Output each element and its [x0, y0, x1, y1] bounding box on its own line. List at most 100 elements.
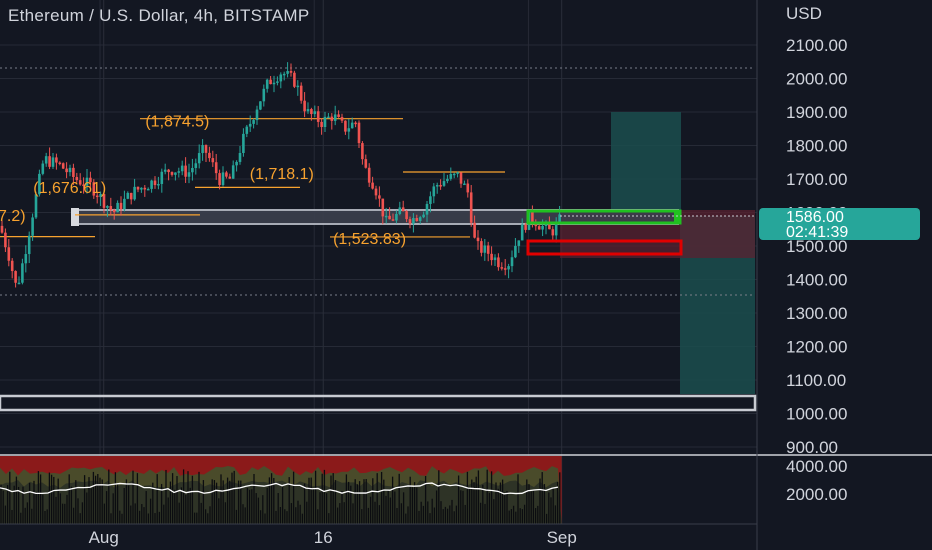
candle-body: [187, 172, 191, 177]
candle-body: [415, 218, 419, 221]
candle-body: [262, 88, 266, 102]
price-annotation: (1,676.61): [33, 180, 106, 197]
candle-body: [310, 109, 313, 115]
candle-body: [197, 153, 201, 164]
candle-body: [350, 122, 354, 129]
candle-body: [371, 182, 374, 189]
lower-channel-box: [0, 394, 757, 412]
candle-body: [425, 203, 429, 215]
candle-body: [55, 157, 58, 163]
price-tick-label: 1400.00: [786, 271, 847, 290]
grid-lines: [0, 0, 757, 524]
target-box-handle[interactable]: [674, 211, 681, 223]
candle-body: [490, 253, 493, 261]
candle-body: [340, 116, 344, 121]
candle-body: [388, 215, 391, 220]
candle-body: [480, 241, 483, 253]
volume-indicator: [0, 456, 562, 524]
band-handle-left[interactable]: [71, 208, 79, 226]
candle-body: [299, 85, 303, 101]
candle-body: [493, 257, 497, 261]
candle-body: [85, 177, 89, 186]
candle-body: [486, 245, 490, 254]
candle-body: [7, 247, 11, 261]
candle-body: [333, 114, 337, 121]
candle-body: [14, 271, 17, 283]
candle-body: [327, 116, 330, 119]
candle-body: [497, 257, 500, 268]
candle-body: [140, 187, 143, 190]
candle-body: [405, 211, 408, 220]
currency-label: USD: [786, 4, 822, 23]
stop-box[interactable]: [526, 239, 683, 256]
candle-body: [476, 237, 480, 242]
candle-body: [157, 183, 160, 186]
candle-body: [541, 225, 544, 230]
candle-body: [44, 156, 48, 164]
candle-body: [503, 268, 507, 270]
candle-body: [41, 163, 45, 174]
candle-body: [163, 169, 167, 172]
candle-body: [367, 167, 371, 183]
candle-body: [109, 206, 113, 210]
candle-body: [116, 202, 119, 213]
candle-body: [483, 245, 487, 253]
price-tag-countdown: 02:41:39: [786, 224, 848, 241]
candle-body: [422, 214, 425, 218]
candle-body: [4, 232, 7, 248]
candle-body: [463, 183, 466, 186]
candle-body: [286, 71, 289, 74]
candle-body: [112, 209, 116, 213]
candle-body: [221, 172, 225, 186]
candle-body: [381, 198, 385, 217]
candle-body: [218, 173, 221, 186]
candle-body: [143, 187, 147, 190]
candle-body: [313, 111, 317, 115]
candle-body: [201, 145, 204, 154]
candle-body: [323, 116, 327, 128]
candle-body: [95, 195, 99, 198]
indicator-tick-label: 4000.00: [786, 457, 847, 476]
candle-body: [276, 81, 279, 83]
candle-body: [211, 158, 215, 163]
price-tick-label: 1700.00: [786, 170, 847, 189]
level-lines: [0, 118, 505, 238]
candle-body: [320, 121, 323, 128]
candle-body: [398, 207, 402, 214]
candle-body: [17, 282, 21, 285]
candle-body: [544, 223, 548, 226]
candle-body: [378, 195, 381, 199]
candle-body: [248, 123, 252, 127]
candle-body: [82, 184, 85, 187]
candle-body: [429, 196, 432, 204]
price-tick-label: 1100.00: [786, 371, 846, 390]
candle-body: [357, 122, 361, 144]
candle-body: [102, 194, 106, 208]
candle-body: [65, 168, 68, 173]
price-tick-label: 1200.00: [786, 338, 847, 357]
price-tick-label: 900.00: [786, 438, 838, 457]
candle-body: [517, 240, 521, 246]
candle-body: [466, 183, 470, 193]
candle-body: [279, 74, 283, 82]
candle-body: [272, 82, 276, 85]
candle-body: [452, 173, 456, 176]
candle-body: [456, 172, 459, 174]
current-price-tag[interactable]: 1586.00 02:41:39: [759, 208, 920, 241]
candle-body: [184, 165, 187, 177]
candle-body: [524, 224, 527, 230]
candle-body: [170, 172, 174, 175]
candle-body: [174, 172, 177, 175]
candle-body: [554, 222, 558, 236]
candle-body: [412, 218, 415, 224]
price-tick-label: 1000.00: [786, 405, 847, 424]
candle-body: [316, 111, 320, 122]
candle-body: [177, 171, 181, 173]
candle-body: [153, 180, 157, 186]
candle-body: [242, 133, 245, 153]
candle-body: [61, 163, 65, 169]
candle-body: [269, 79, 272, 85]
candle-body: [214, 162, 218, 174]
price-tag-value: 1586.00: [786, 209, 844, 226]
